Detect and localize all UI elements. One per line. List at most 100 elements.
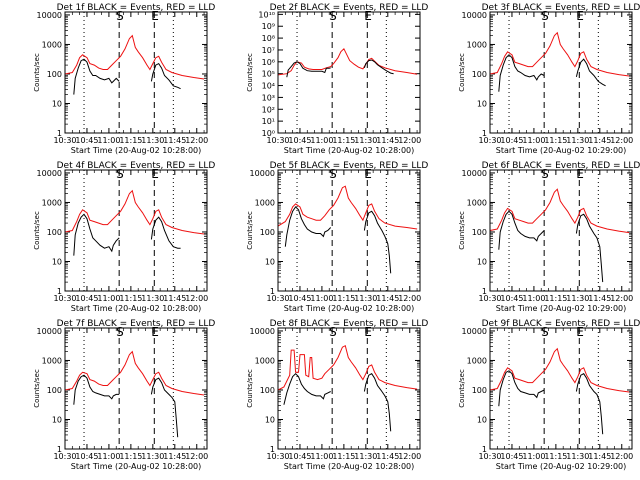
y-tick-label: 10 (52, 415, 62, 424)
x-axis-label: Start Time (20-Aug-02 10:28:00) (71, 462, 202, 471)
x-tick-label: 11:15 (544, 136, 567, 145)
panel-title: Det 1f BLACK = Events, RED = LLD (57, 3, 216, 13)
x-tick-label: 11:15 (332, 294, 355, 303)
x-tick-label: 11:00 (310, 452, 333, 461)
x-tick-label: 10:30 (53, 294, 76, 303)
plot-frame (277, 327, 421, 450)
series-events-line (498, 54, 545, 92)
panel-title: Det 6f BLACK = Events, RED = LLD (482, 161, 640, 171)
panel-title: Det 3f BLACK = Events, RED = LLD (482, 3, 640, 13)
x-tick-label: 11:00 (522, 452, 545, 461)
series-events-line (363, 59, 394, 75)
x-tick-label: 10:45 (500, 136, 523, 145)
x-tick-label: 12:00 (398, 294, 421, 303)
x-tick-label: 12:00 (398, 452, 421, 461)
x-tick-label: 12:00 (185, 136, 208, 145)
x-tick-label: 11:00 (97, 452, 120, 461)
x-tick-label: 11:30 (354, 294, 377, 303)
x-tick-label: 11:30 (566, 452, 589, 461)
x-tick-label: 12:00 (185, 452, 208, 461)
series-lld-line (277, 47, 418, 76)
y-tick-label: 100 (47, 70, 62, 79)
marker-e: E (364, 167, 372, 181)
x-tick-label: 10:45 (75, 136, 98, 145)
x-tick-label: 11:45 (163, 136, 186, 145)
x-tick-label: 11:00 (97, 136, 120, 145)
x-axis-label: Start Time (20-Aug-02 10:28:00) (71, 146, 202, 155)
marker-s: S (541, 9, 549, 23)
x-tick-label: 12:00 (610, 294, 633, 303)
x-tick-label: 11:45 (588, 294, 611, 303)
x-tick-label: 11:45 (376, 294, 399, 303)
x-tick-label: 11:15 (332, 452, 355, 461)
y-tick-label: 10 (52, 257, 62, 266)
series-events-line (73, 58, 120, 95)
x-tick-label: 11:30 (566, 136, 589, 145)
y-axis-label: Counts/sec (33, 53, 41, 92)
marker-s: S (329, 325, 337, 339)
y-tick-label: 10000 (37, 327, 62, 336)
series-events-line (363, 373, 392, 432)
x-tick-label: 11:15 (119, 294, 142, 303)
y-tick-label: 10³ (262, 93, 275, 102)
series-lld-line (64, 350, 205, 396)
y-tick-label: 1000 (42, 198, 62, 207)
y-tick-label: 1000 (467, 198, 487, 207)
marker-s: S (116, 167, 124, 181)
y-tick-label: 10⁴ (262, 82, 275, 91)
y-tick-label: 100 (47, 386, 62, 395)
x-tick-label: 12:00 (610, 136, 633, 145)
x-tick-label: 12:00 (610, 452, 633, 461)
y-tick-label: 100 (472, 70, 487, 79)
y-axis-label: Counts/sec (246, 211, 254, 250)
series-events-line (150, 62, 181, 90)
series-events-line (363, 210, 392, 274)
x-tick-label: 10:45 (288, 452, 311, 461)
series-events-line (284, 206, 332, 247)
y-axis-label: Counts/sec (246, 369, 254, 408)
x-axis-label: Start Time (20-Aug-02 10:28:00) (71, 304, 202, 313)
series-lld-line (277, 344, 418, 391)
series-events-line (150, 216, 181, 249)
y-tick-label: 1 (57, 445, 62, 454)
y-tick-label: 10² (262, 105, 275, 114)
y-tick-label: 1000 (42, 40, 62, 49)
y-tick-label: 1 (270, 287, 275, 296)
x-tick-label: 11:45 (163, 294, 186, 303)
y-tick-label: 10 (265, 257, 275, 266)
marker-e: E (151, 325, 159, 339)
x-tick-label: 10:30 (478, 136, 501, 145)
x-tick-label: 11:15 (332, 136, 355, 145)
x-tick-label: 11:00 (97, 294, 120, 303)
panel-title: Det 2f BLACK = Events, RED = LLD (270, 3, 429, 13)
y-tick-label: 1000 (42, 356, 62, 365)
x-tick-label: 11:00 (310, 136, 333, 145)
series-lld-line (64, 189, 205, 235)
y-tick-label: 1000 (255, 356, 275, 365)
x-tick-label: 11:30 (566, 294, 589, 303)
plot-frame (489, 169, 633, 292)
x-tick-label: 11:15 (119, 452, 142, 461)
series-events-line (575, 373, 604, 435)
series-lld-line (64, 34, 205, 80)
y-tick-label: 1 (482, 445, 487, 454)
y-tick-label: 10 (477, 99, 487, 108)
x-tick-label: 10:45 (288, 136, 311, 145)
x-tick-label: 11:30 (354, 452, 377, 461)
y-tick-label: 100 (260, 228, 275, 237)
series-events-line (73, 374, 120, 405)
x-tick-label: 11:45 (163, 452, 186, 461)
y-tick-label: 10000 (462, 169, 487, 178)
series-events-line (498, 210, 545, 250)
x-tick-label: 10:30 (266, 452, 289, 461)
y-tick-label: 1000 (467, 356, 487, 365)
x-tick-label: 12:00 (398, 136, 421, 145)
y-tick-label: 10⁰ (262, 129, 275, 138)
y-tick-label: 10000 (462, 11, 487, 20)
x-tick-label: 12:00 (185, 294, 208, 303)
marker-e: E (576, 9, 584, 23)
